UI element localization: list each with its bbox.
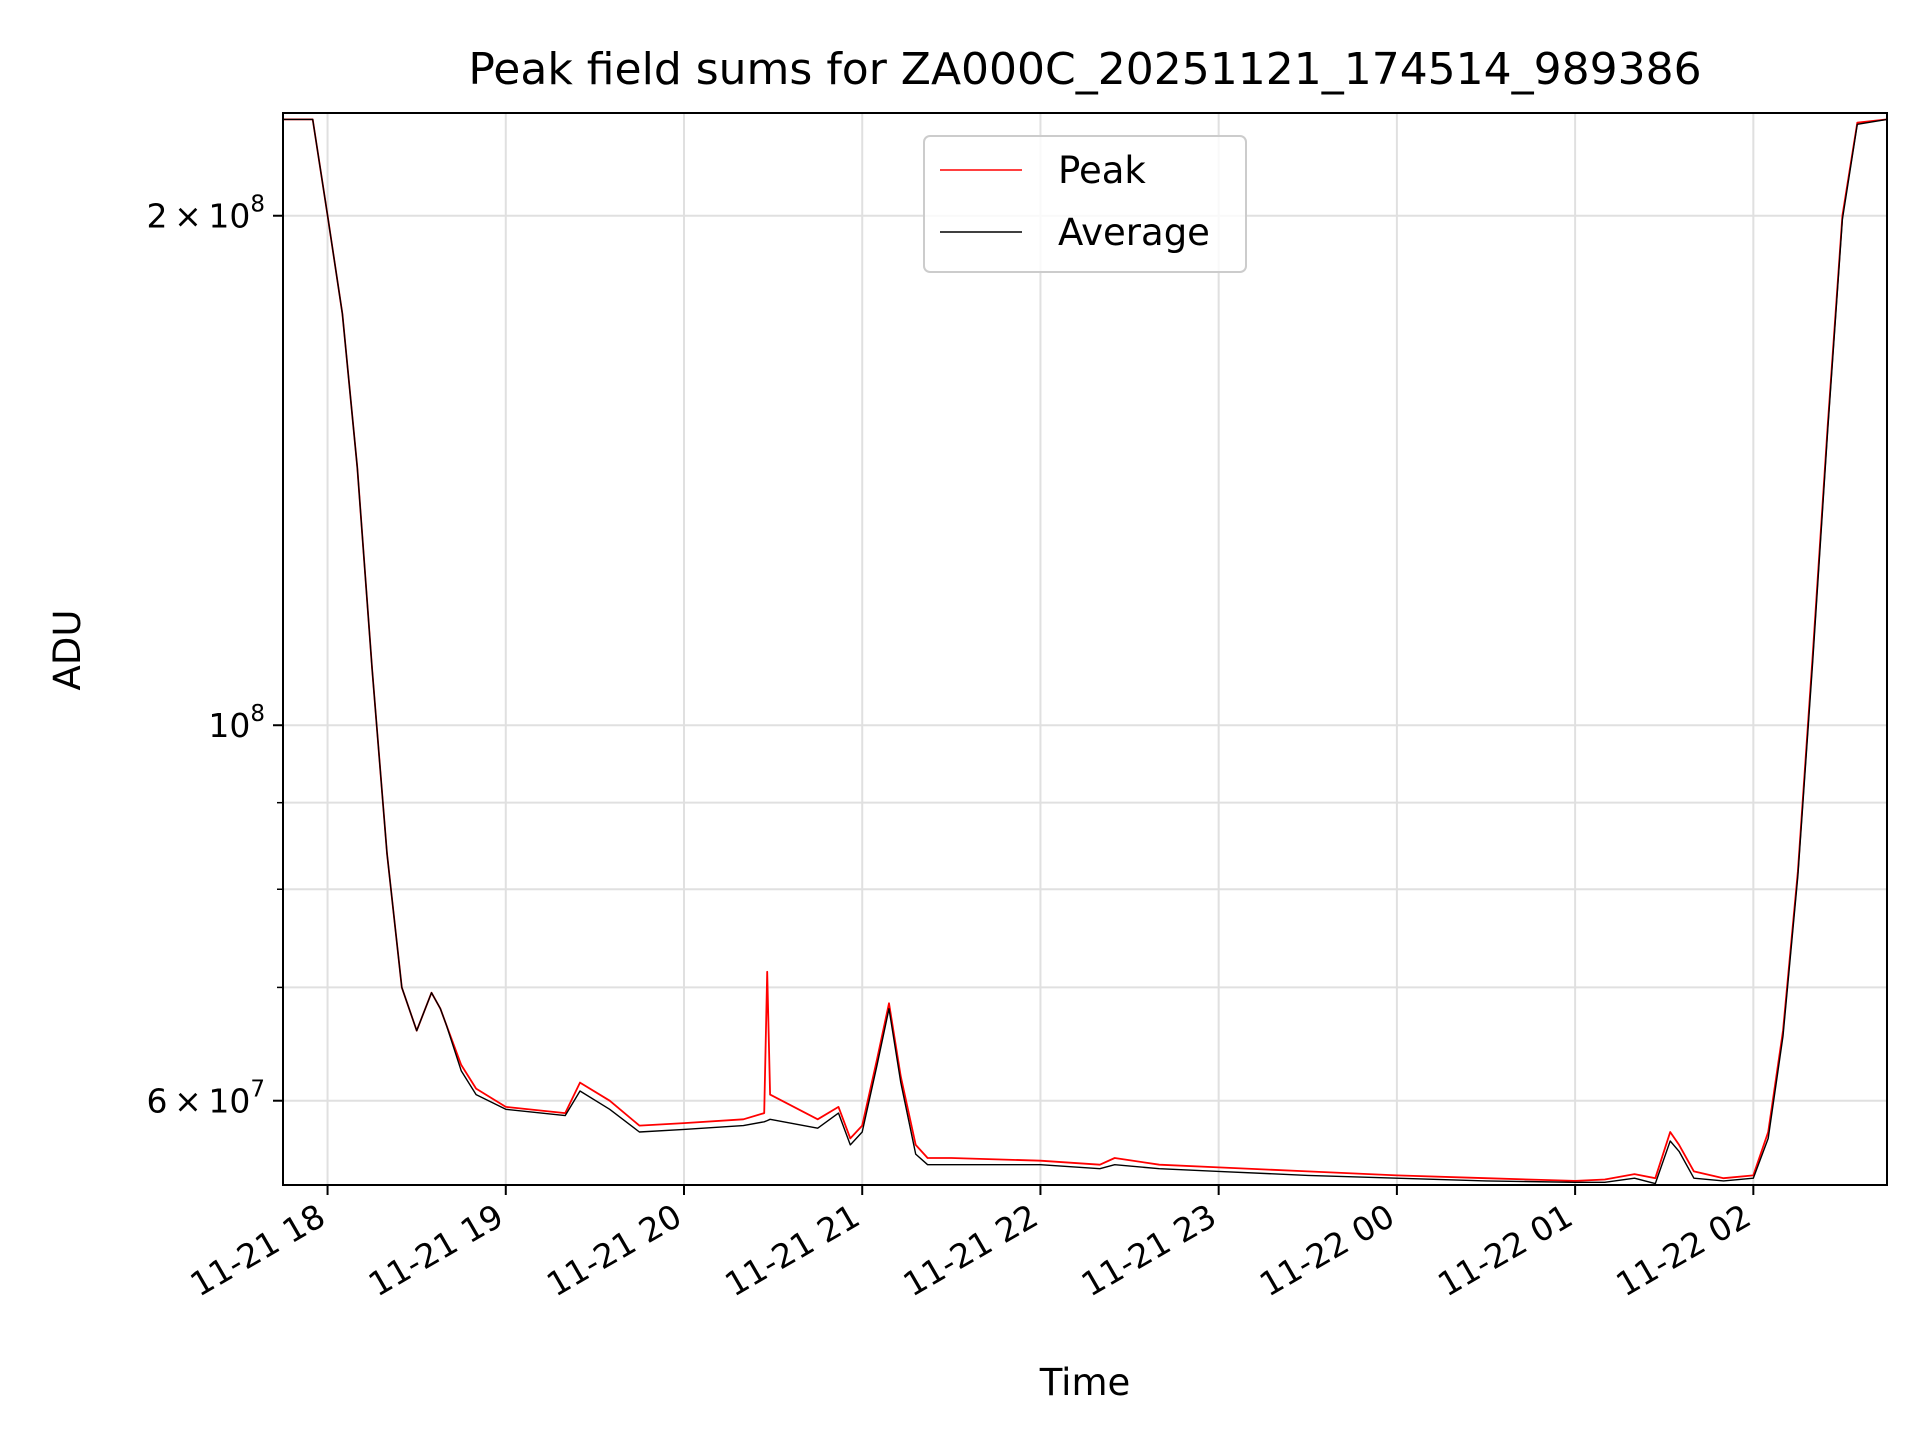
plot-lines [283, 118, 1888, 1185]
series-line-average [283, 118, 1888, 1185]
legend: Peak Average [923, 135, 1247, 273]
legend-average-label: Average [1058, 211, 1210, 254]
legend-peak-label: Peak [1058, 149, 1146, 192]
chart-title: Peak field sums for ZA000C_20251121_1745… [468, 44, 1701, 95]
y-tick-label: 6 × 107 [147, 1077, 265, 1121]
y-axis-label: ADU [46, 610, 89, 691]
y-tick-label: 108 [208, 701, 265, 745]
grid-lines [283, 113, 1887, 1185]
x-axis-label: Time [1039, 1361, 1131, 1404]
y-tick-label: 2 × 108 [147, 192, 265, 236]
y-axis: 2 × 108 108 6 × 107 [147, 192, 283, 1121]
plot-frame [282, 112, 1888, 1186]
